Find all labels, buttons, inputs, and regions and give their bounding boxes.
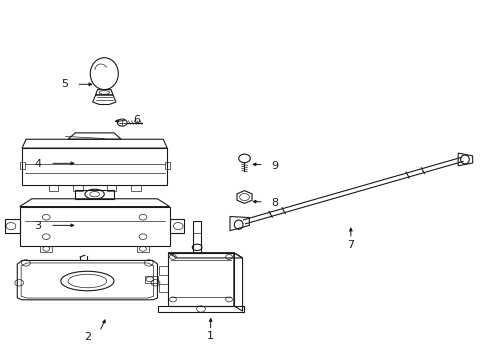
Text: 4: 4 <box>34 159 41 169</box>
Text: 2: 2 <box>83 332 91 342</box>
Text: 6: 6 <box>133 115 141 125</box>
Text: 5: 5 <box>61 79 68 89</box>
Text: 1: 1 <box>207 331 214 341</box>
Text: 8: 8 <box>270 198 278 208</box>
Text: 7: 7 <box>346 239 354 249</box>
Text: 9: 9 <box>270 161 278 171</box>
Text: 3: 3 <box>34 221 41 231</box>
